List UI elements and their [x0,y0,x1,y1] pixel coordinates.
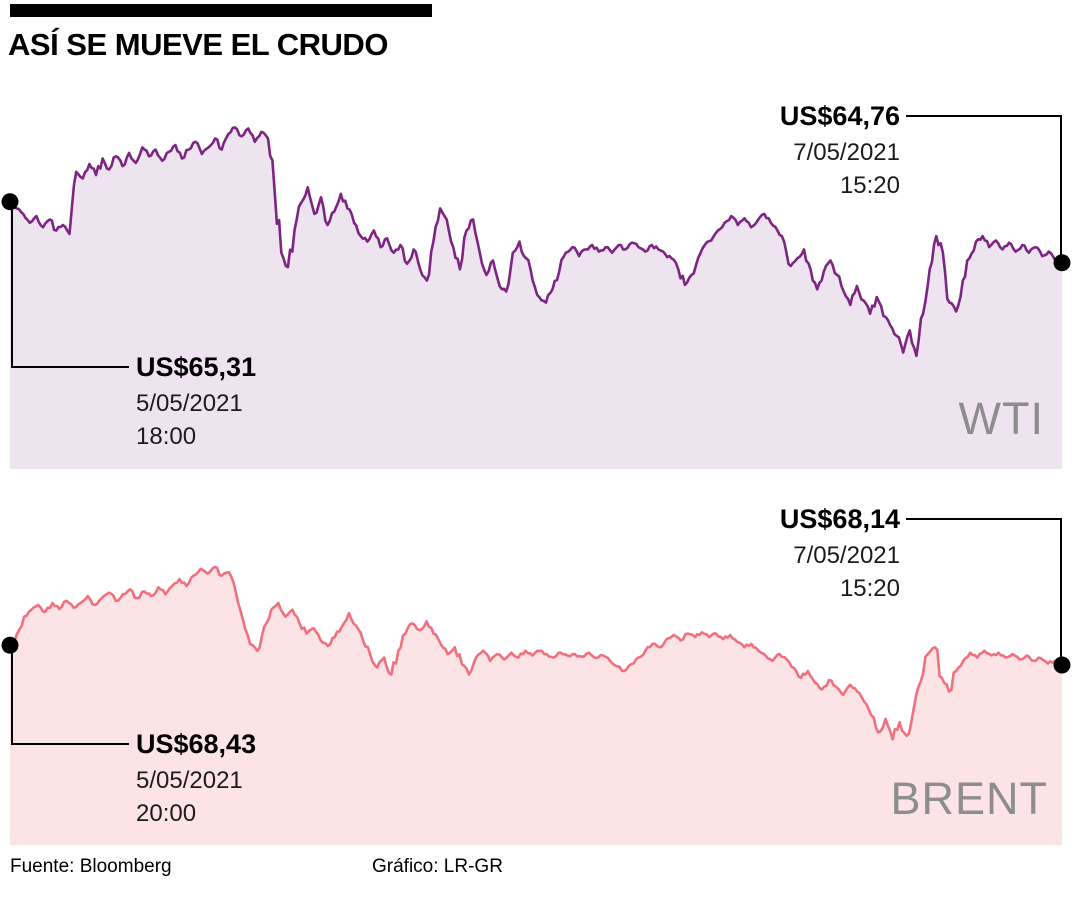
brent-start-annotation: US$68,43 5/05/2021 20:00 [136,729,256,830]
connector-line [11,366,129,368]
annotation-date: 5/05/2021 [136,767,243,794]
source-credit: Fuente: Bloomberg [10,856,172,877]
annotation-price: US$68,43 [136,729,257,759]
wti-start-annotation: US$65,31 5/05/2021 18:00 [136,352,256,453]
series-endpoint-marker [1,193,19,211]
footer: Fuente: Bloomberg Gráfico: LR-GR [0,856,1080,884]
connector-line [1060,115,1062,258]
price-line [8,565,1063,741]
chart-wti: WTI [1,103,1071,470]
annotation-price: US$64,76 [779,101,900,131]
price-line [9,126,1063,358]
annotation-date: 5/05/2021 [136,390,243,417]
series-endpoint-marker [1,636,19,654]
annotation-time: 18:00 [136,423,197,450]
connector-line [11,205,13,368]
brent-end-annotation: US$68,14 7/05/2021 15:20 [780,504,900,605]
wti-end-annotation: US$64,76 7/05/2021 15:20 [780,101,900,202]
connector-line [906,518,1062,520]
page-title: ASÍ SE MUEVE EL CRUDO [8,27,388,62]
area-fill [10,566,1062,845]
brent-series-svg [1,565,1071,845]
brent-label: BRENT [890,773,1048,824]
annotation-price: US$65,31 [136,352,257,382]
series-endpoint-marker [1053,656,1071,674]
annotation-time: 15:20 [839,172,900,199]
wti-label: WTI [958,393,1044,444]
wti-series-svg [1,126,1071,470]
connector-line [11,647,13,745]
connector-line [1060,518,1062,657]
connector-line [11,743,129,745]
annotation-date: 7/05/2021 [793,542,900,569]
connector-line [906,115,1062,117]
annotation-time: 20:00 [136,800,197,827]
annotation-time: 15:20 [839,575,900,602]
area-fill [10,127,1062,470]
title-accent-bar [10,4,432,17]
series-endpoint-marker [1053,254,1071,272]
annotation-price: US$68,14 [779,504,900,534]
annotation-date: 7/05/2021 [793,139,900,166]
chart-brent: BRENT [1,545,1071,845]
graphic-credit: Gráfico: LR-GR [372,856,503,877]
